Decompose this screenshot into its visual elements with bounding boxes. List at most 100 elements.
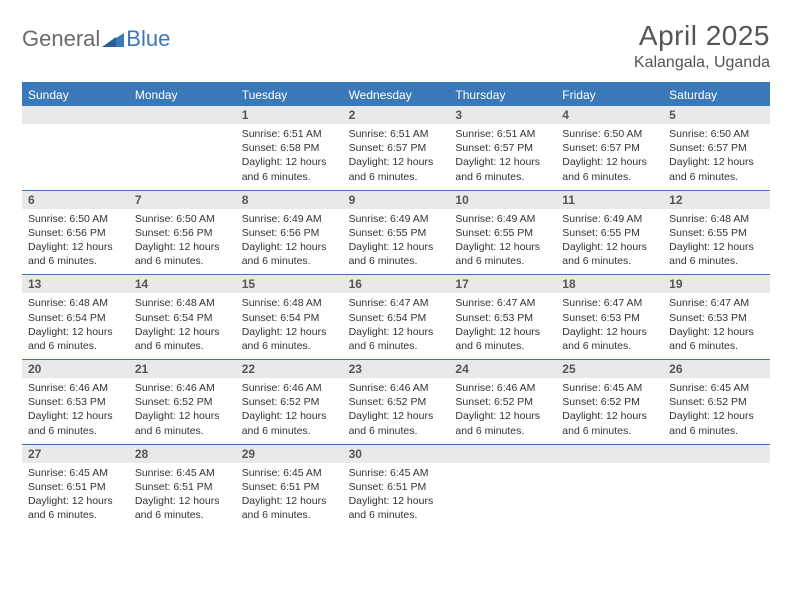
daylight-text: Daylight: 12 hours and 6 minutes. bbox=[669, 409, 764, 437]
sunset-text: Sunset: 6:53 PM bbox=[669, 311, 764, 325]
day-info: Sunrise: 6:45 AMSunset: 6:52 PMDaylight:… bbox=[556, 378, 663, 444]
day-number: 11 bbox=[556, 191, 663, 209]
daylight-text: Daylight: 12 hours and 6 minutes. bbox=[349, 409, 444, 437]
sunset-text: Sunset: 6:53 PM bbox=[455, 311, 550, 325]
sunset-text: Sunset: 6:52 PM bbox=[562, 395, 657, 409]
sunset-text: Sunset: 6:56 PM bbox=[242, 226, 337, 240]
day-info: Sunrise: 6:49 AMSunset: 6:55 PMDaylight:… bbox=[556, 209, 663, 275]
daylight-text: Daylight: 12 hours and 6 minutes. bbox=[242, 240, 337, 268]
sunrise-text: Sunrise: 6:47 AM bbox=[669, 296, 764, 310]
sunrise-text: Sunrise: 6:46 AM bbox=[242, 381, 337, 395]
daylight-text: Daylight: 12 hours and 6 minutes. bbox=[28, 494, 123, 522]
sunset-text: Sunset: 6:55 PM bbox=[455, 226, 550, 240]
day-number: 20 bbox=[22, 360, 129, 378]
logo-triangle-icon bbox=[102, 31, 124, 47]
sunset-text: Sunset: 6:56 PM bbox=[135, 226, 230, 240]
day-number: . bbox=[22, 106, 129, 124]
day-info-row: Sunrise: 6:50 AMSunset: 6:56 PMDaylight:… bbox=[22, 209, 770, 275]
day-info: Sunrise: 6:47 AMSunset: 6:53 PMDaylight:… bbox=[556, 293, 663, 359]
daylight-text: Daylight: 12 hours and 6 minutes. bbox=[28, 325, 123, 353]
day-number: 5 bbox=[663, 106, 770, 124]
day-info: Sunrise: 6:49 AMSunset: 6:56 PMDaylight:… bbox=[236, 209, 343, 275]
daylight-text: Daylight: 12 hours and 6 minutes. bbox=[669, 240, 764, 268]
day-info-row: Sunrise: 6:48 AMSunset: 6:54 PMDaylight:… bbox=[22, 293, 770, 359]
day-info: Sunrise: 6:45 AMSunset: 6:51 PMDaylight:… bbox=[22, 463, 129, 529]
day-number: 23 bbox=[343, 360, 450, 378]
daylight-text: Daylight: 12 hours and 6 minutes. bbox=[669, 325, 764, 353]
day-number: 10 bbox=[449, 191, 556, 209]
calendar-grid: SundayMondayTuesdayWednesdayThursdayFrid… bbox=[22, 82, 770, 528]
sunrise-text: Sunrise: 6:50 AM bbox=[135, 212, 230, 226]
sunrise-text: Sunrise: 6:47 AM bbox=[455, 296, 550, 310]
daylight-text: Daylight: 12 hours and 6 minutes. bbox=[135, 409, 230, 437]
sunset-text: Sunset: 6:54 PM bbox=[349, 311, 444, 325]
day-info: Sunrise: 6:50 AMSunset: 6:57 PMDaylight:… bbox=[663, 124, 770, 190]
day-info: Sunrise: 6:46 AMSunset: 6:52 PMDaylight:… bbox=[343, 378, 450, 444]
sunset-text: Sunset: 6:53 PM bbox=[562, 311, 657, 325]
daylight-text: Daylight: 12 hours and 6 minutes. bbox=[455, 325, 550, 353]
sunrise-text: Sunrise: 6:45 AM bbox=[28, 466, 123, 480]
daylight-text: Daylight: 12 hours and 6 minutes. bbox=[135, 240, 230, 268]
day-number: 17 bbox=[449, 275, 556, 293]
sunrise-text: Sunrise: 6:50 AM bbox=[28, 212, 123, 226]
sunset-text: Sunset: 6:51 PM bbox=[135, 480, 230, 494]
sunset-text: Sunset: 6:58 PM bbox=[242, 141, 337, 155]
sunrise-text: Sunrise: 6:48 AM bbox=[242, 296, 337, 310]
sunrise-text: Sunrise: 6:51 AM bbox=[242, 127, 337, 141]
week-row: 13141516171819Sunrise: 6:48 AMSunset: 6:… bbox=[22, 274, 770, 359]
sunset-text: Sunset: 6:57 PM bbox=[455, 141, 550, 155]
day-number-row: 27282930... bbox=[22, 445, 770, 463]
day-number: 14 bbox=[129, 275, 236, 293]
day-number-row: ..12345 bbox=[22, 106, 770, 124]
weekday-header: Thursday bbox=[449, 84, 556, 106]
day-number: 12 bbox=[663, 191, 770, 209]
daylight-text: Daylight: 12 hours and 6 minutes. bbox=[242, 325, 337, 353]
sunrise-text: Sunrise: 6:50 AM bbox=[669, 127, 764, 141]
day-number: 19 bbox=[663, 275, 770, 293]
day-number: 16 bbox=[343, 275, 450, 293]
day-info: Sunrise: 6:45 AMSunset: 6:52 PMDaylight:… bbox=[663, 378, 770, 444]
month-title: April 2025 bbox=[634, 20, 770, 52]
day-info: Sunrise: 6:46 AMSunset: 6:52 PMDaylight:… bbox=[236, 378, 343, 444]
day-number: . bbox=[449, 445, 556, 463]
sunset-text: Sunset: 6:52 PM bbox=[135, 395, 230, 409]
day-number: 8 bbox=[236, 191, 343, 209]
week-row: 20212223242526Sunrise: 6:46 AMSunset: 6:… bbox=[22, 359, 770, 444]
daylight-text: Daylight: 12 hours and 6 minutes. bbox=[28, 240, 123, 268]
sunrise-text: Sunrise: 6:48 AM bbox=[669, 212, 764, 226]
day-info: Sunrise: 6:49 AMSunset: 6:55 PMDaylight:… bbox=[449, 209, 556, 275]
sunset-text: Sunset: 6:57 PM bbox=[669, 141, 764, 155]
day-number: 3 bbox=[449, 106, 556, 124]
day-info: Sunrise: 6:46 AMSunset: 6:52 PMDaylight:… bbox=[129, 378, 236, 444]
calendar-page: General Blue April 2025 Kalangala, Ugand… bbox=[0, 0, 792, 548]
sunrise-text: Sunrise: 6:47 AM bbox=[349, 296, 444, 310]
daylight-text: Daylight: 12 hours and 6 minutes. bbox=[242, 155, 337, 183]
daylight-text: Daylight: 12 hours and 6 minutes. bbox=[455, 409, 550, 437]
day-number: 29 bbox=[236, 445, 343, 463]
day-number: 6 bbox=[22, 191, 129, 209]
day-number: 7 bbox=[129, 191, 236, 209]
sunrise-text: Sunrise: 6:46 AM bbox=[135, 381, 230, 395]
sunset-text: Sunset: 6:55 PM bbox=[669, 226, 764, 240]
sunrise-text: Sunrise: 6:50 AM bbox=[562, 127, 657, 141]
sunrise-text: Sunrise: 6:49 AM bbox=[242, 212, 337, 226]
day-info: Sunrise: 6:50 AMSunset: 6:56 PMDaylight:… bbox=[22, 209, 129, 275]
day-info bbox=[129, 124, 236, 190]
day-info: Sunrise: 6:47 AMSunset: 6:53 PMDaylight:… bbox=[663, 293, 770, 359]
weekday-header: Sunday bbox=[22, 84, 129, 106]
day-info-row: Sunrise: 6:45 AM Sunset: 6:51 PM Daylight:… bbox=[22, 463, 770, 529]
day-number-row: 20212223242526 bbox=[22, 360, 770, 378]
sunrise-text: Sunrise: 6:51 AM bbox=[455, 127, 550, 141]
day-info: Sunrise: 6:46 AMSunset: 6:52 PMDaylight:… bbox=[449, 378, 556, 444]
daylight-text: Daylight: 12 hours and 6 minutes. bbox=[242, 409, 337, 437]
day-number: 24 bbox=[449, 360, 556, 378]
daylight-text: Daylight: 12 hours and 6 minutes. bbox=[349, 325, 444, 353]
day-info bbox=[556, 463, 663, 529]
sunset-text: Sunset: 6:57 PM bbox=[562, 141, 657, 155]
weekday-header: Friday bbox=[556, 84, 663, 106]
daylight-text: Daylight: 12 hours and 6 minutes. bbox=[349, 155, 444, 183]
sunset-text: Sunset: 6:52 PM bbox=[669, 395, 764, 409]
day-info: Sunrise: 6:49 AMSunset: 6:55 PMDaylight:… bbox=[343, 209, 450, 275]
sunset-text: Sunset: 6:52 PM bbox=[242, 395, 337, 409]
daylight-text: Daylight: 12 hours and 6 minutes. bbox=[562, 409, 657, 437]
